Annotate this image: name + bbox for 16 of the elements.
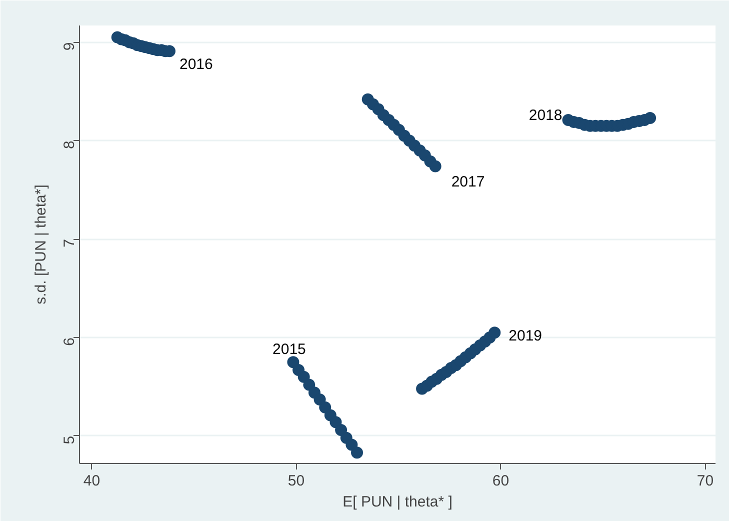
y-tick-label: 7 <box>61 239 78 248</box>
x-tick-label: 60 <box>492 472 510 490</box>
x-tick-label: 50 <box>288 472 305 490</box>
series-label: 2018 <box>528 106 562 124</box>
x-tick-label: 40 <box>83 472 100 490</box>
series-label: 2019 <box>508 328 542 345</box>
x-tick-label: 70 <box>696 472 714 490</box>
y-tick-label: 6 <box>61 338 78 346</box>
series-label: 2015 <box>272 341 306 358</box>
y-tick-label: 5 <box>61 436 78 444</box>
y-tick-label: 8 <box>61 140 78 149</box>
series-label: 2016 <box>179 56 213 74</box>
y-axis-title: s.d. [PUN | theta*] <box>32 184 50 304</box>
series-label: 2017 <box>451 173 485 190</box>
y-tick-label: 9 <box>61 42 78 51</box>
x-axis-title: E[ PUN | theta* ] <box>342 494 452 510</box>
